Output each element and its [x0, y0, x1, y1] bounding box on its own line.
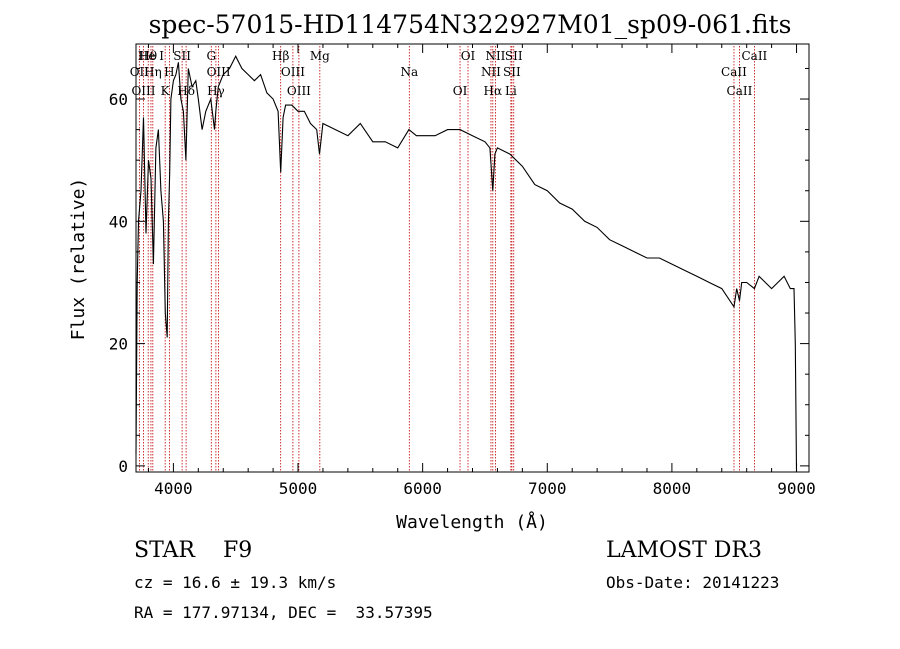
line-marker-label: SII	[505, 49, 523, 63]
line-marker-label: K	[161, 84, 171, 98]
y-tick-label: 40	[109, 212, 128, 231]
line-marker-label: NII	[481, 65, 501, 79]
line-marker-label: G	[206, 49, 216, 63]
line-marker-label: SII	[503, 65, 521, 79]
redshift-velocity: cz = 16.6 ± 19.3 km/s	[134, 573, 337, 592]
line-marker-label: OII	[130, 65, 150, 79]
spectrum-plot: spec-57015-HD114754N322927M01_sp09-061.f…	[68, 10, 816, 533]
line-marker-label: SII	[173, 49, 191, 63]
line-marker-label: NII	[485, 49, 505, 63]
survey-name: LAMOST DR3	[606, 538, 762, 563]
line-marker-label: Li	[505, 84, 517, 98]
x-tick-label: 8000	[653, 479, 692, 498]
line-marker-label: Na	[400, 65, 418, 79]
line-markers	[138, 46, 755, 472]
line-marker-labels: Hθ OII OIII He I Hη K SII HHδ G OIII Hγ Hβ OIII OIII M…	[130, 49, 768, 98]
line-marker-label: Hγ	[207, 84, 225, 98]
line-marker-label: CaII	[727, 84, 753, 98]
x-tick-label: 5000	[279, 479, 318, 498]
observation-date: Obs-Date: 20141223	[606, 573, 780, 592]
x-tick-label: 7000	[528, 479, 567, 498]
line-marker-label: OIII	[131, 84, 155, 98]
line-marker-label: Hα	[484, 84, 503, 98]
line-marker-label: Mg	[310, 49, 330, 63]
line-marker-label: OIII	[281, 65, 305, 79]
coordinates: RA = 177.97134, DEC = 33.57395	[134, 603, 433, 622]
x-tick-label: 4000	[154, 479, 193, 498]
line-marker-label: OIII	[287, 84, 311, 98]
chart-title: spec-57015-HD114754N322927M01_sp09-061.f…	[149, 10, 792, 39]
y-axis: 0 20 40 60	[109, 67, 809, 476]
line-marker-label: CaII	[741, 49, 767, 63]
x-axis-label: Wavelength (Å)	[396, 511, 548, 533]
line-marker-label: Hδ	[177, 84, 195, 98]
line-marker-label: Hβ	[272, 49, 289, 63]
plot-frame	[135, 43, 810, 473]
line-marker-label: He I	[138, 49, 164, 63]
x-axis: 4000 5000 6000 7000 8000 9000	[147, 44, 816, 498]
y-tick-label: 0	[118, 457, 128, 476]
y-tick-label: 20	[109, 335, 128, 354]
object-class: STAR F9	[134, 538, 253, 563]
y-tick-label: 60	[109, 90, 128, 109]
line-marker-label: H	[164, 65, 174, 79]
line-marker-label: OI	[453, 84, 468, 98]
y-axis-label: Flux (relative)	[68, 178, 89, 341]
x-tick-label: 9000	[777, 479, 816, 498]
line-marker-label: OI	[461, 49, 476, 63]
line-marker-label: Hθ	[139, 49, 157, 63]
spectrum-series-line	[135, 54, 798, 473]
line-marker-label: CaII	[721, 65, 747, 79]
line-marker-label: Hη	[144, 65, 162, 79]
x-tick-label: 6000	[403, 479, 442, 498]
line-marker-label: OIII	[207, 65, 231, 79]
